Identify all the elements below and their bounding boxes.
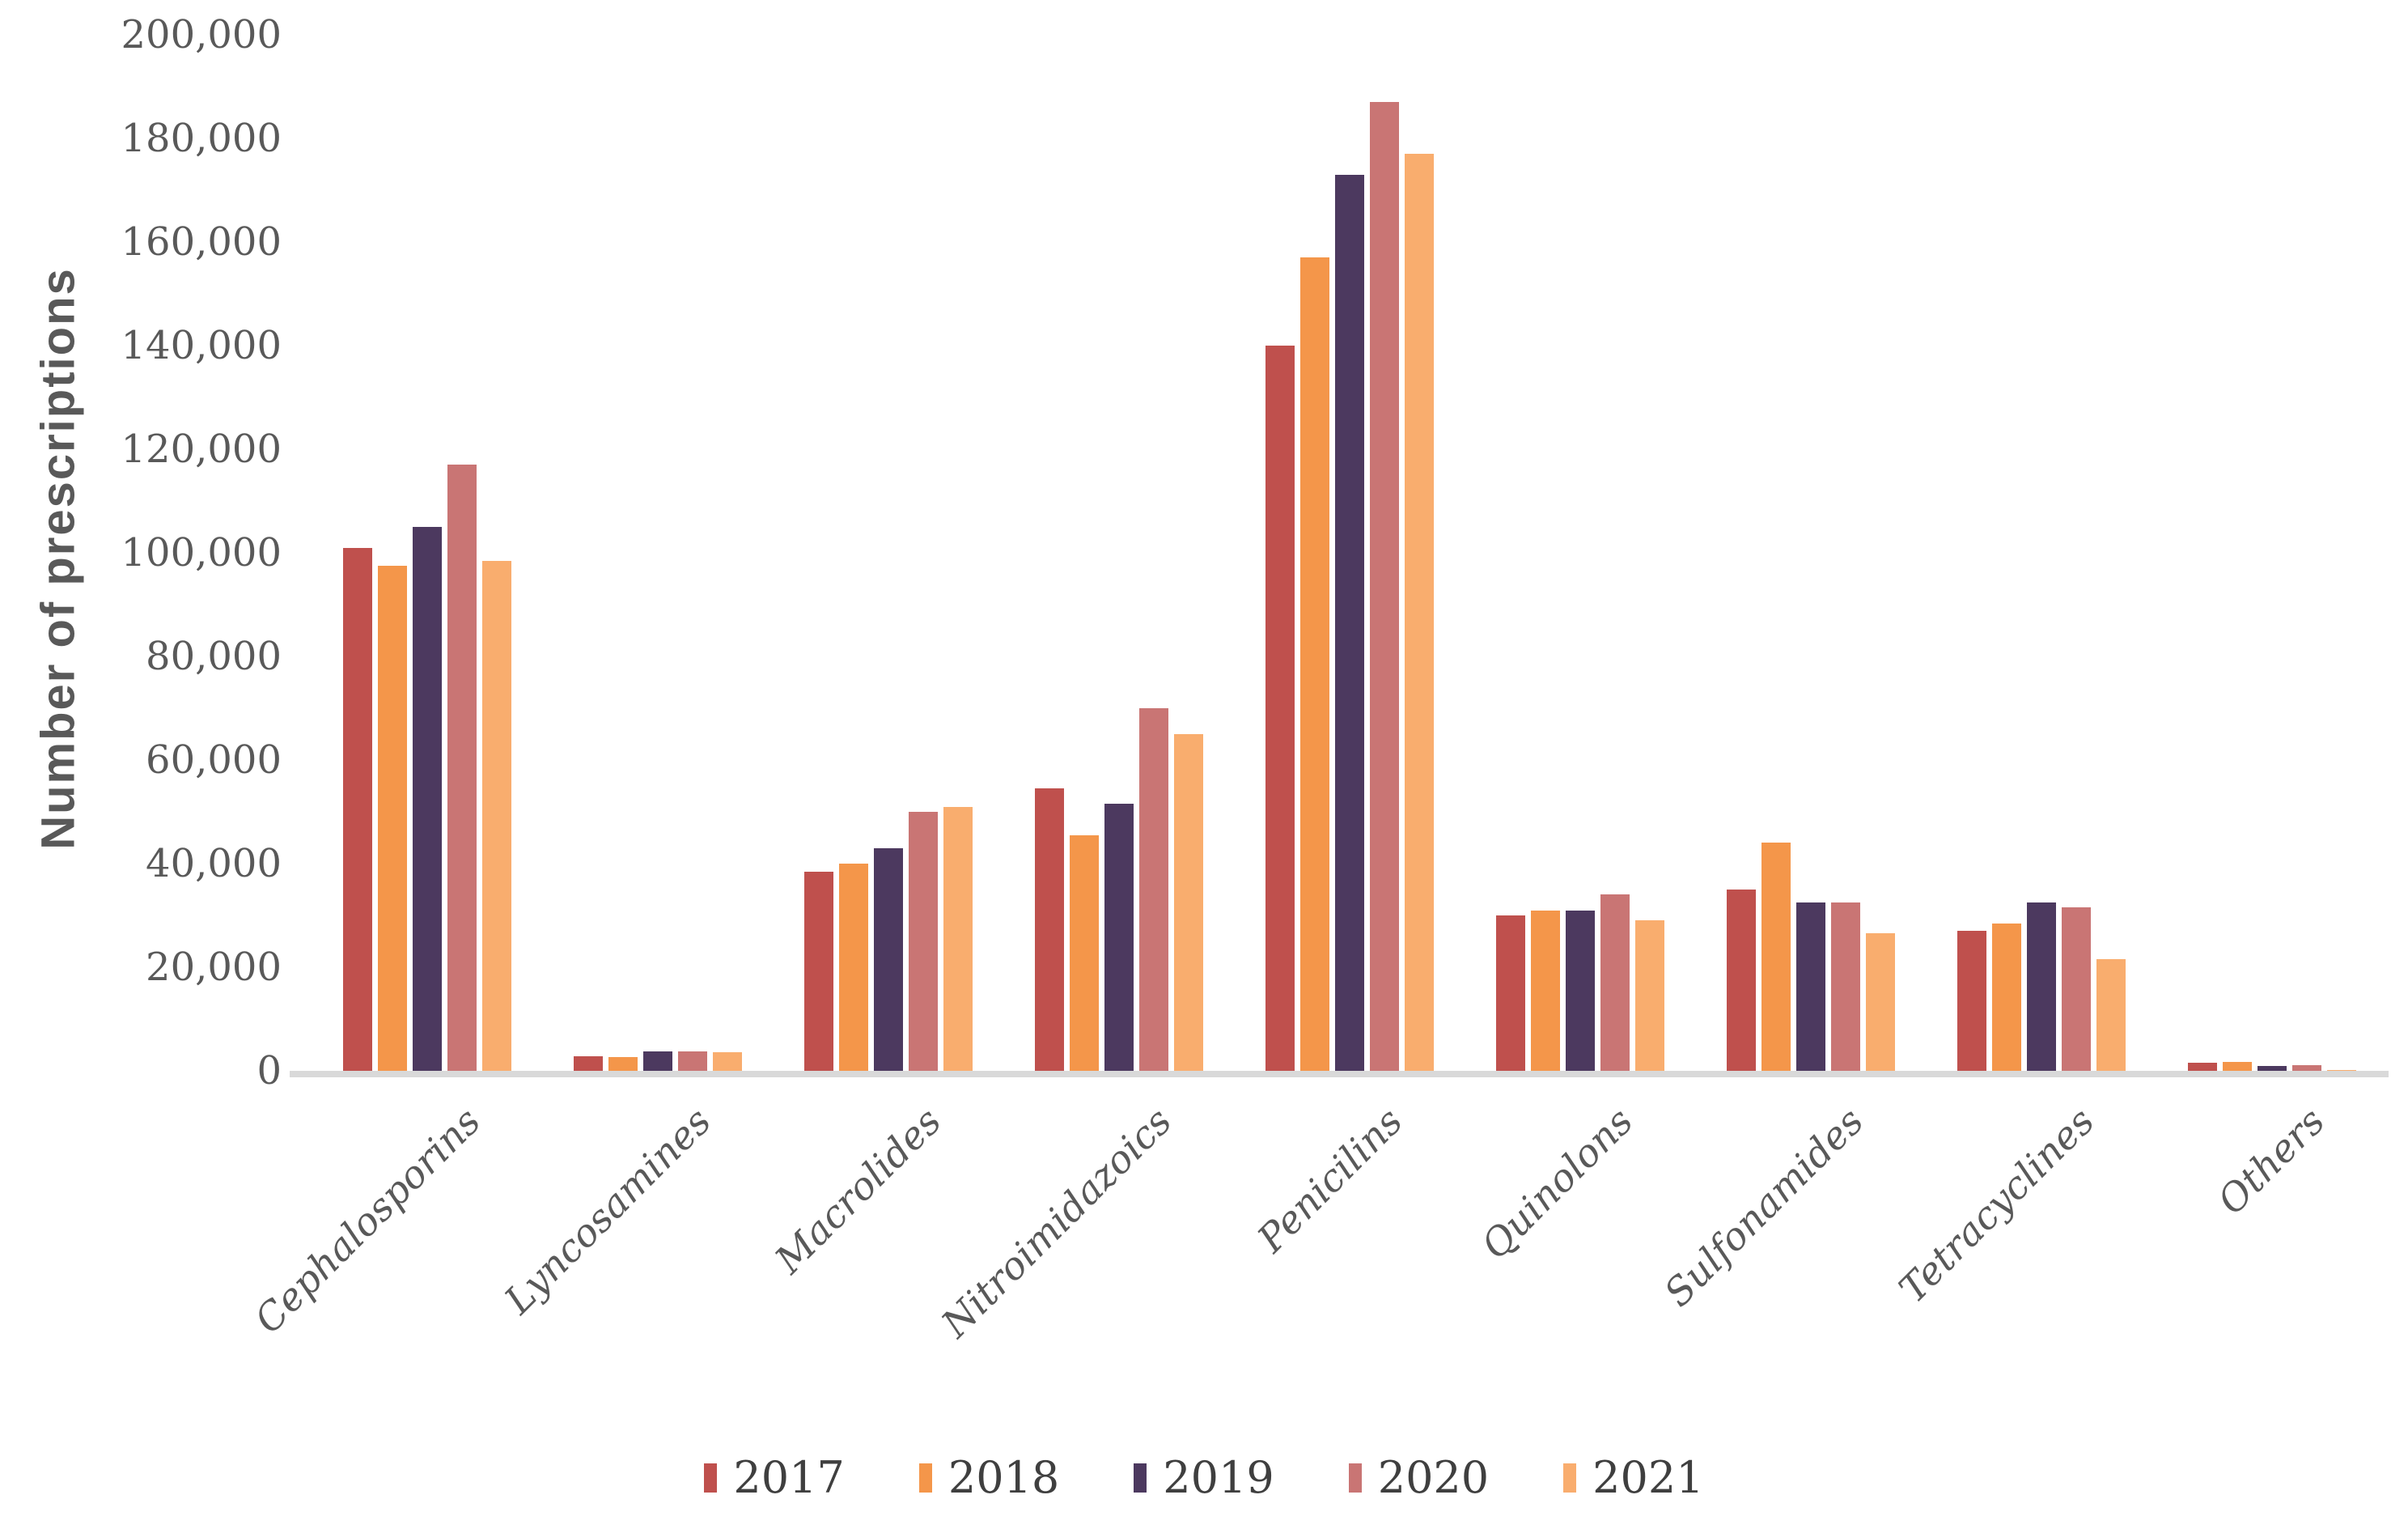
legend-label-2017: 2017 bbox=[733, 1452, 845, 1503]
bar-2021-tetracyclines bbox=[2096, 959, 2126, 1071]
x-axis-label-tetracyclines: Tetracyclines bbox=[1890, 1099, 2104, 1312]
bar-2020-sulfonamides bbox=[1830, 902, 1860, 1071]
y-tick-label: 160,000 bbox=[121, 219, 282, 265]
legend-item-2017: 2017 bbox=[704, 1452, 845, 1503]
bar-2019-nitroimidazoics bbox=[1104, 804, 1134, 1071]
y-tick-label: 200,000 bbox=[121, 12, 282, 57]
legend-item-2020: 2020 bbox=[1348, 1452, 1490, 1503]
y-tick-label: 0 bbox=[256, 1048, 282, 1093]
bar-2017-others bbox=[2187, 1062, 2217, 1071]
y-tick-label: 100,000 bbox=[121, 530, 282, 575]
legend-label-2018: 2018 bbox=[948, 1452, 1060, 1503]
bar-2019-tetracyclines bbox=[2026, 902, 2056, 1071]
legend-label-2019: 2019 bbox=[1163, 1452, 1274, 1503]
bar-2020-tetracyclines bbox=[2061, 907, 2091, 1071]
bar-2017-macrolides bbox=[803, 871, 833, 1071]
bar-2018-quinolons bbox=[1530, 910, 1560, 1071]
bar-2019-sulfonamides bbox=[1795, 902, 1825, 1071]
bar-2021-macrolides bbox=[943, 806, 973, 1071]
bar-2019-quinolons bbox=[1565, 910, 1595, 1071]
legend: 2017 2018 2019 2020 2021 bbox=[0, 1454, 2408, 1502]
x-axis-label-nitroimidazoics: Nitroimidazoics bbox=[933, 1099, 1181, 1347]
bar-2018-cephalosporins bbox=[377, 566, 407, 1071]
legend-marker-2018 bbox=[918, 1463, 932, 1493]
bar-2018-others bbox=[2222, 1062, 2252, 1071]
x-axis-label-macrolides: Macrolides bbox=[766, 1099, 951, 1283]
bar-2017-nitroimidazoics bbox=[1034, 788, 1064, 1071]
y-tick-label: 80,000 bbox=[146, 634, 282, 679]
bar-2019-penicilins bbox=[1334, 174, 1364, 1071]
legend-item-2018: 2018 bbox=[918, 1452, 1060, 1503]
bar-2018-penicilins bbox=[1299, 257, 1329, 1071]
bar-2018-tetracyclines bbox=[1991, 923, 2021, 1071]
bar-2019-cephalosporins bbox=[412, 527, 442, 1071]
bar-group-lyncosamines bbox=[542, 35, 773, 1071]
y-tick-label: 40,000 bbox=[146, 841, 282, 886]
legend-item-2019: 2019 bbox=[1134, 1454, 1274, 1502]
x-axis-label-cephalosporins: Cephalosporins bbox=[245, 1099, 490, 1343]
bar-2020-cephalosporins bbox=[447, 465, 477, 1071]
bar-group-macrolides bbox=[773, 35, 1003, 1071]
bar-2020-nitroimidazoics bbox=[1138, 708, 1168, 1071]
bar-group-cephalosporins bbox=[312, 35, 542, 1071]
x-axis-label-penicilins: Penicilins bbox=[1249, 1099, 1412, 1262]
y-tick-label: 20,000 bbox=[146, 945, 282, 990]
bar-2021-penicilins bbox=[1404, 154, 1434, 1071]
bar-2017-quinolons bbox=[1495, 915, 1525, 1071]
bar-group-quinolons bbox=[1465, 35, 1695, 1071]
bar-2019-others bbox=[2257, 1065, 2287, 1071]
legend-item-2021: 2021 bbox=[1563, 1452, 1704, 1503]
bar-group-sulfonamides bbox=[1695, 35, 1926, 1071]
x-axis-label-lyncosamines: Lyncosamines bbox=[496, 1099, 720, 1323]
bar-2017-cephalosporins bbox=[342, 547, 372, 1071]
bar-group-others bbox=[2156, 35, 2387, 1071]
bar-2017-penicilins bbox=[1265, 346, 1295, 1071]
y-tick-label: 180,000 bbox=[121, 116, 282, 161]
legend-marker-2020 bbox=[1348, 1463, 1362, 1493]
bar-2017-lyncosamines bbox=[573, 1056, 603, 1071]
bar-2021-nitroimidazoics bbox=[1173, 734, 1203, 1071]
bar-2021-sulfonamides bbox=[1865, 933, 1895, 1071]
bar-2018-lyncosamines bbox=[608, 1056, 638, 1071]
bar-2018-nitroimidazoics bbox=[1069, 834, 1099, 1071]
bar-2017-sulfonamides bbox=[1726, 890, 1756, 1071]
bar-2020-quinolons bbox=[1600, 894, 1630, 1071]
bar-2021-lyncosamines bbox=[712, 1051, 742, 1071]
legend-marker-2019 bbox=[1134, 1463, 1147, 1493]
bar-2020-penicilins bbox=[1369, 102, 1399, 1071]
bar-2021-cephalosporins bbox=[481, 560, 511, 1071]
bar-2021-quinolons bbox=[1634, 920, 1664, 1071]
y-tick-label: 60,000 bbox=[146, 737, 282, 783]
x-axis-label-others: Others bbox=[2209, 1099, 2334, 1224]
bar-2020-lyncosamines bbox=[677, 1051, 707, 1071]
bar-2020-macrolides bbox=[908, 812, 938, 1071]
bar-group-nitroimidazoics bbox=[1003, 35, 1234, 1071]
bar-2018-sulfonamides bbox=[1761, 843, 1791, 1071]
bar-2019-lyncosamines bbox=[642, 1051, 672, 1071]
legend-label-2021: 2021 bbox=[1592, 1452, 1704, 1503]
legend-marker-2017 bbox=[704, 1463, 718, 1493]
bar-2021-others bbox=[2326, 1069, 2356, 1071]
bar-group-tetracyclines bbox=[1926, 35, 2156, 1071]
bar-2018-macrolides bbox=[838, 864, 868, 1071]
legend-label-2020: 2020 bbox=[1377, 1452, 1490, 1503]
x-axis-line bbox=[290, 1071, 2389, 1077]
bar-2019-macrolides bbox=[873, 847, 903, 1071]
bar-2020-others bbox=[2291, 1064, 2321, 1071]
bar-2017-tetracyclines bbox=[1956, 931, 1986, 1071]
x-axis-label-sulfonamides: Sulfonamides bbox=[1656, 1099, 1873, 1316]
bar-group-penicilins bbox=[1234, 35, 1465, 1071]
legend-marker-2021 bbox=[1563, 1463, 1577, 1493]
x-axis-label-quinolons: Quinolons bbox=[1473, 1099, 1643, 1268]
y-tick-label: 120,000 bbox=[121, 427, 282, 472]
y-tick-label: 140,000 bbox=[121, 323, 282, 368]
